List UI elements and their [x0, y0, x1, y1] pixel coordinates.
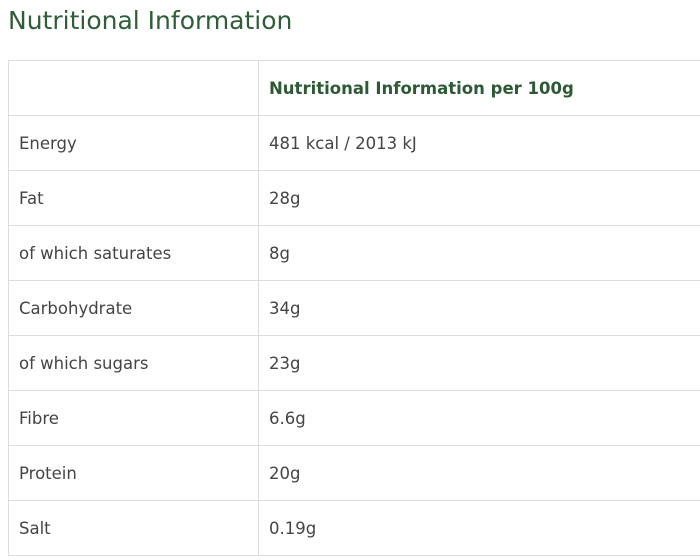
table-row: Carbohydrate 34g — [8, 280, 700, 336]
nutrient-name: Fibre — [8, 390, 259, 446]
nutrient-value: 0.19g — [258, 500, 700, 556]
nutrient-name: Fat — [8, 170, 259, 226]
nutrient-value: 23g — [258, 335, 700, 391]
nutrient-name: of which sugars — [8, 335, 259, 391]
nutrient-name: Carbohydrate — [8, 280, 259, 336]
header-row: Nutritional Information per 100g — [8, 60, 700, 116]
table-row: of which saturates 8g — [8, 225, 700, 281]
nutrient-name: Protein — [8, 445, 259, 501]
column-header: Nutritional Information per 100g — [258, 60, 700, 116]
nutrient-value: 34g — [258, 280, 700, 336]
table-row: Energy 481 kcal / 2013 kJ — [8, 115, 700, 171]
nutrient-name: Salt — [8, 500, 259, 556]
page-title: Nutritional Information — [8, 6, 293, 35]
nutrient-value: 28g — [258, 170, 700, 226]
table-row: Salt 0.19g — [8, 500, 700, 556]
nutrition-table: Nutritional Information per 100g Energy 4… — [8, 60, 700, 556]
nutrient-name: Energy — [8, 115, 259, 171]
table-row: Fat 28g — [8, 170, 700, 226]
nutrient-value: 8g — [258, 225, 700, 281]
nutrient-name: of which saturates — [8, 225, 259, 281]
table-row: of which sugars 23g — [8, 335, 700, 391]
table-row: Protein 20g — [8, 445, 700, 501]
nutrient-value: 481 kcal / 2013 kJ — [258, 115, 700, 171]
empty-header-cell — [8, 60, 259, 116]
table-row: Fibre 6.6g — [8, 390, 700, 446]
nutrient-value: 20g — [258, 445, 700, 501]
nutrient-value: 6.6g — [258, 390, 700, 446]
table-body: Energy 481 kcal / 2013 kJ Fat 28g of which s… — [8, 115, 700, 556]
